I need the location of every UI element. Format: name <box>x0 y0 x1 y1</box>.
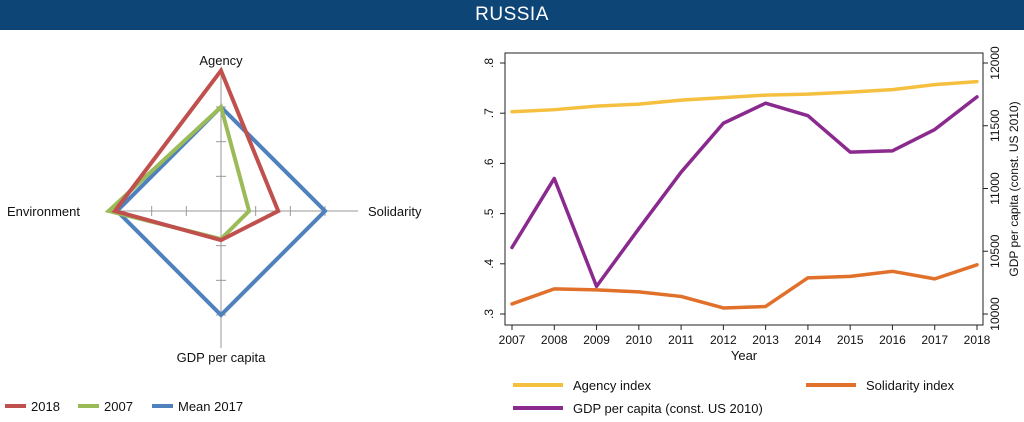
x-tick-label: 2007 <box>499 333 526 347</box>
radar-series-mean-2017 <box>114 104 328 318</box>
y-tick-label: .4 <box>482 258 496 268</box>
y2-tick-label: 10500 <box>988 234 1002 268</box>
legend-label: Mean 2017 <box>178 399 243 414</box>
y2-tick-label: 11000 <box>988 172 1002 205</box>
x-tick-label: 2014 <box>795 333 822 347</box>
plot-frame <box>504 52 984 326</box>
y-tick-label: .5 <box>482 208 496 218</box>
line-chart: .3 .4 .5 .6 .7 .8 10000 10500 11000 11500 12000 200… <box>482 46 1021 363</box>
x-tick-label: 2018 <box>964 333 991 347</box>
series-line-agency-index <box>510 79 979 114</box>
x-tick-label: 2010 <box>625 333 652 347</box>
x-tick-label: 2013 <box>752 333 779 347</box>
legend-label: GDP per capita (const. US 2010) <box>573 401 763 416</box>
y-tick-label: .7 <box>482 108 496 118</box>
radar-chart: Agency Solidarity GDP per capita Environmen… <box>7 53 422 365</box>
radar-axis-label-gdp-per-capita: GDP per capita <box>177 350 266 365</box>
radar-axis-label-agency: Agency <box>199 53 243 68</box>
page-title: RUSSIA <box>0 0 1024 30</box>
series-line-gdp-per-capita-const-us-2010 <box>510 95 979 289</box>
x-tick-label: 2016 <box>879 333 906 347</box>
y-tick-label: .6 <box>482 158 496 168</box>
y2-tick-label: 11500 <box>988 109 1002 142</box>
x-tick-label: 2012 <box>710 333 737 347</box>
x-axis-label: Year <box>731 348 758 363</box>
x-tick-label: 2008 <box>541 333 568 347</box>
x-tick-label: 2015 <box>837 333 864 347</box>
radar-axis-label-solidarity: Solidarity <box>368 204 422 219</box>
y2-tick-label: 10000 <box>988 297 1002 331</box>
x-tick-label: 2011 <box>668 333 694 347</box>
y-tick-label: .8 <box>482 58 496 68</box>
series-line-solidarity-index <box>510 263 979 310</box>
x-tick-label: 2017 <box>921 333 948 347</box>
y2-axis-label: GDP per capita (const. US 2010) <box>1007 101 1021 276</box>
radar-axis-label-environment: Environment <box>7 204 80 219</box>
radar-series-2018 <box>111 66 281 243</box>
radar-legend: 2018 2007 Mean 2017 <box>5 399 243 414</box>
line-legend: Agency index Solidarity index GDP per capi… <box>513 378 955 416</box>
legend-label: Solidarity index <box>866 378 955 393</box>
legend-label: 2018 <box>31 399 60 414</box>
legend-label: Agency index <box>573 378 652 393</box>
y2-tick-label: 12000 <box>988 46 1002 80</box>
x-tick-label: 2009 <box>583 333 610 347</box>
y-tick-label: .3 <box>482 309 496 319</box>
legend-label: 2007 <box>104 399 133 414</box>
